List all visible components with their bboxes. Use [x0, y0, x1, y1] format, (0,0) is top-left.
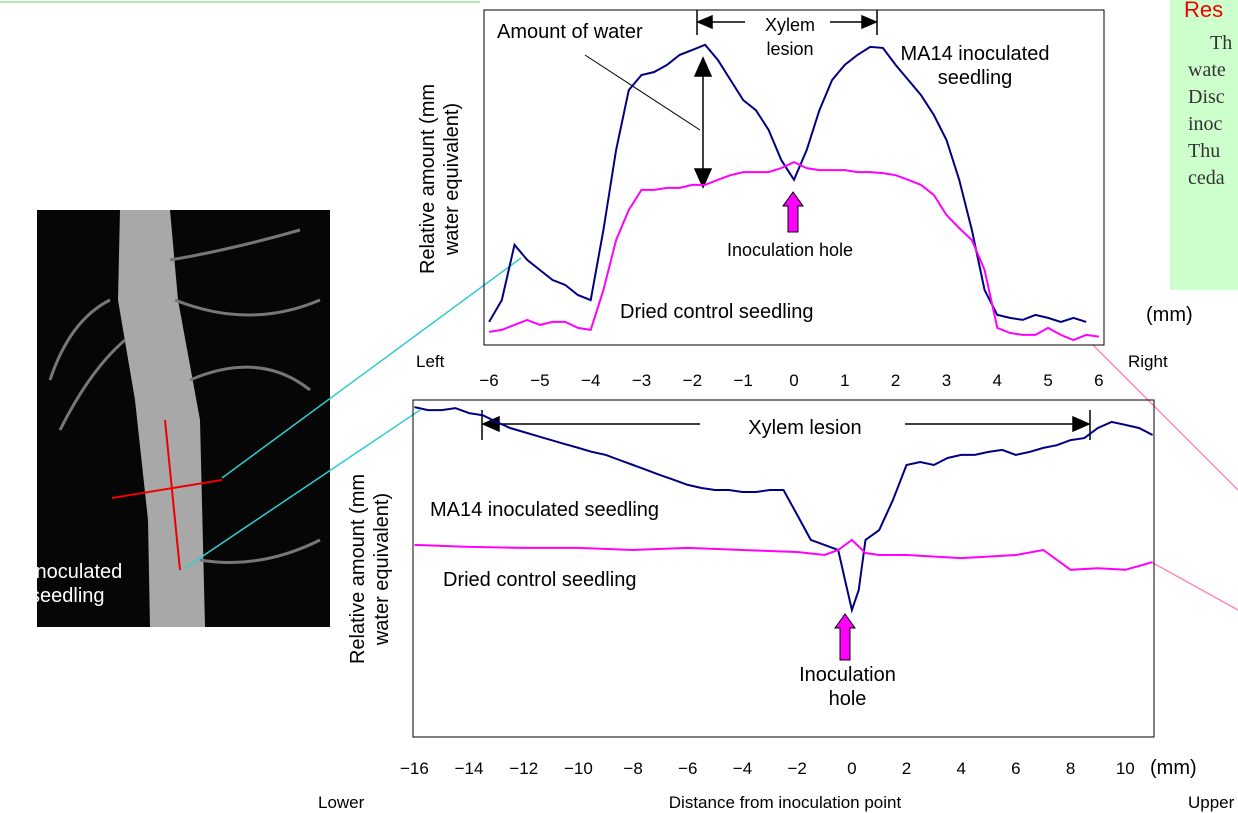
x-tick-label: −6 [479, 371, 499, 390]
x-tick-label: −14 [454, 759, 484, 778]
series-line [488, 43, 1087, 323]
side-label: Right [1128, 352, 1168, 371]
series-line [488, 160, 1100, 342]
annotation: Inoculation hole [726, 240, 854, 260]
x-tick-label: 6 [1011, 759, 1021, 778]
x-tick-label: 5 [1043, 371, 1053, 390]
connector [184, 409, 421, 569]
plot-frame [412, 399, 1155, 738]
x-unit: (mm) [1146, 304, 1193, 326]
side-panel [1170, 0, 1238, 290]
x-unit: (mm) [1150, 757, 1197, 779]
x-tick-label: 1 [840, 371, 850, 390]
annotation: Xylem lesion [764, 15, 815, 59]
side-label: Lower [318, 793, 365, 812]
panel-line: ceda [1188, 167, 1225, 189]
x-tick-label: −1 [733, 371, 753, 390]
panel-line: wate [1188, 59, 1226, 81]
x-tick-label: −2 [682, 371, 703, 390]
panel-line: Disc [1188, 86, 1225, 108]
series-label: Dried control seedling [443, 569, 637, 591]
x-axis-label: Distance from inoculation point [668, 793, 902, 812]
panel-line: inoc [1188, 113, 1223, 135]
x-tick-label: 0 [789, 371, 799, 390]
y-axis-label: Relative amount (mm water equivalent) [417, 83, 463, 275]
arrows [481, 10, 1091, 440]
series-line [414, 406, 1154, 614]
x-tick-label: −8 [623, 759, 643, 778]
series-label: Dried control seedling [620, 301, 814, 323]
x-tick-label: 2 [890, 371, 901, 390]
x-tick-label: −6 [678, 759, 698, 778]
photo [37, 210, 330, 627]
x-tick-label: 0 [847, 759, 857, 778]
x-tick-label: −16 [399, 759, 429, 778]
annotation: Xylem lesion [705, 416, 905, 440]
x-tick-label: −3 [631, 371, 652, 390]
x-tick-label: 4 [992, 371, 1002, 390]
side-label: Left [416, 352, 445, 371]
x-tick-label: 10 [1115, 759, 1135, 778]
x-tick-label: −10 [564, 759, 593, 778]
panel-line: Thu [1188, 140, 1221, 162]
y-axis-label: Relative amount (mm water equivalent) [347, 473, 393, 665]
x-tick-label: −4 [732, 759, 753, 778]
x-tick-label: 6 [1094, 371, 1104, 390]
x-tick-label: −2 [787, 759, 807, 778]
x-tick-label: 4 [956, 759, 966, 778]
image-label: Inoculated seedling [30, 561, 123, 607]
x-tick-label: −5 [530, 371, 550, 390]
plot-frame [483, 9, 1105, 346]
x-tick-label: −12 [509, 759, 539, 778]
panel-line: Th [1210, 32, 1233, 54]
series-line [414, 538, 1153, 571]
hole-arrow [834, 613, 856, 661]
annotation: Amount of water [497, 21, 643, 43]
connector [221, 257, 522, 479]
series-label: MA14 inoculated seedling [430, 499, 660, 521]
x-tick-label: 2 [901, 759, 912, 778]
panel-heading: Res [1184, 0, 1224, 22]
x-tick-label: −4 [581, 371, 601, 390]
connector [1092, 344, 1238, 491]
hole-arrow [782, 191, 804, 233]
side-label: Upper [1188, 793, 1235, 812]
x-tick-label: 3 [941, 371, 952, 390]
annotation: Inoculation hole [799, 664, 896, 710]
x-tick-label: 8 [1065, 759, 1076, 778]
connector [1152, 562, 1238, 611]
series-label: MA14 inoculated seedling [900, 43, 1050, 89]
